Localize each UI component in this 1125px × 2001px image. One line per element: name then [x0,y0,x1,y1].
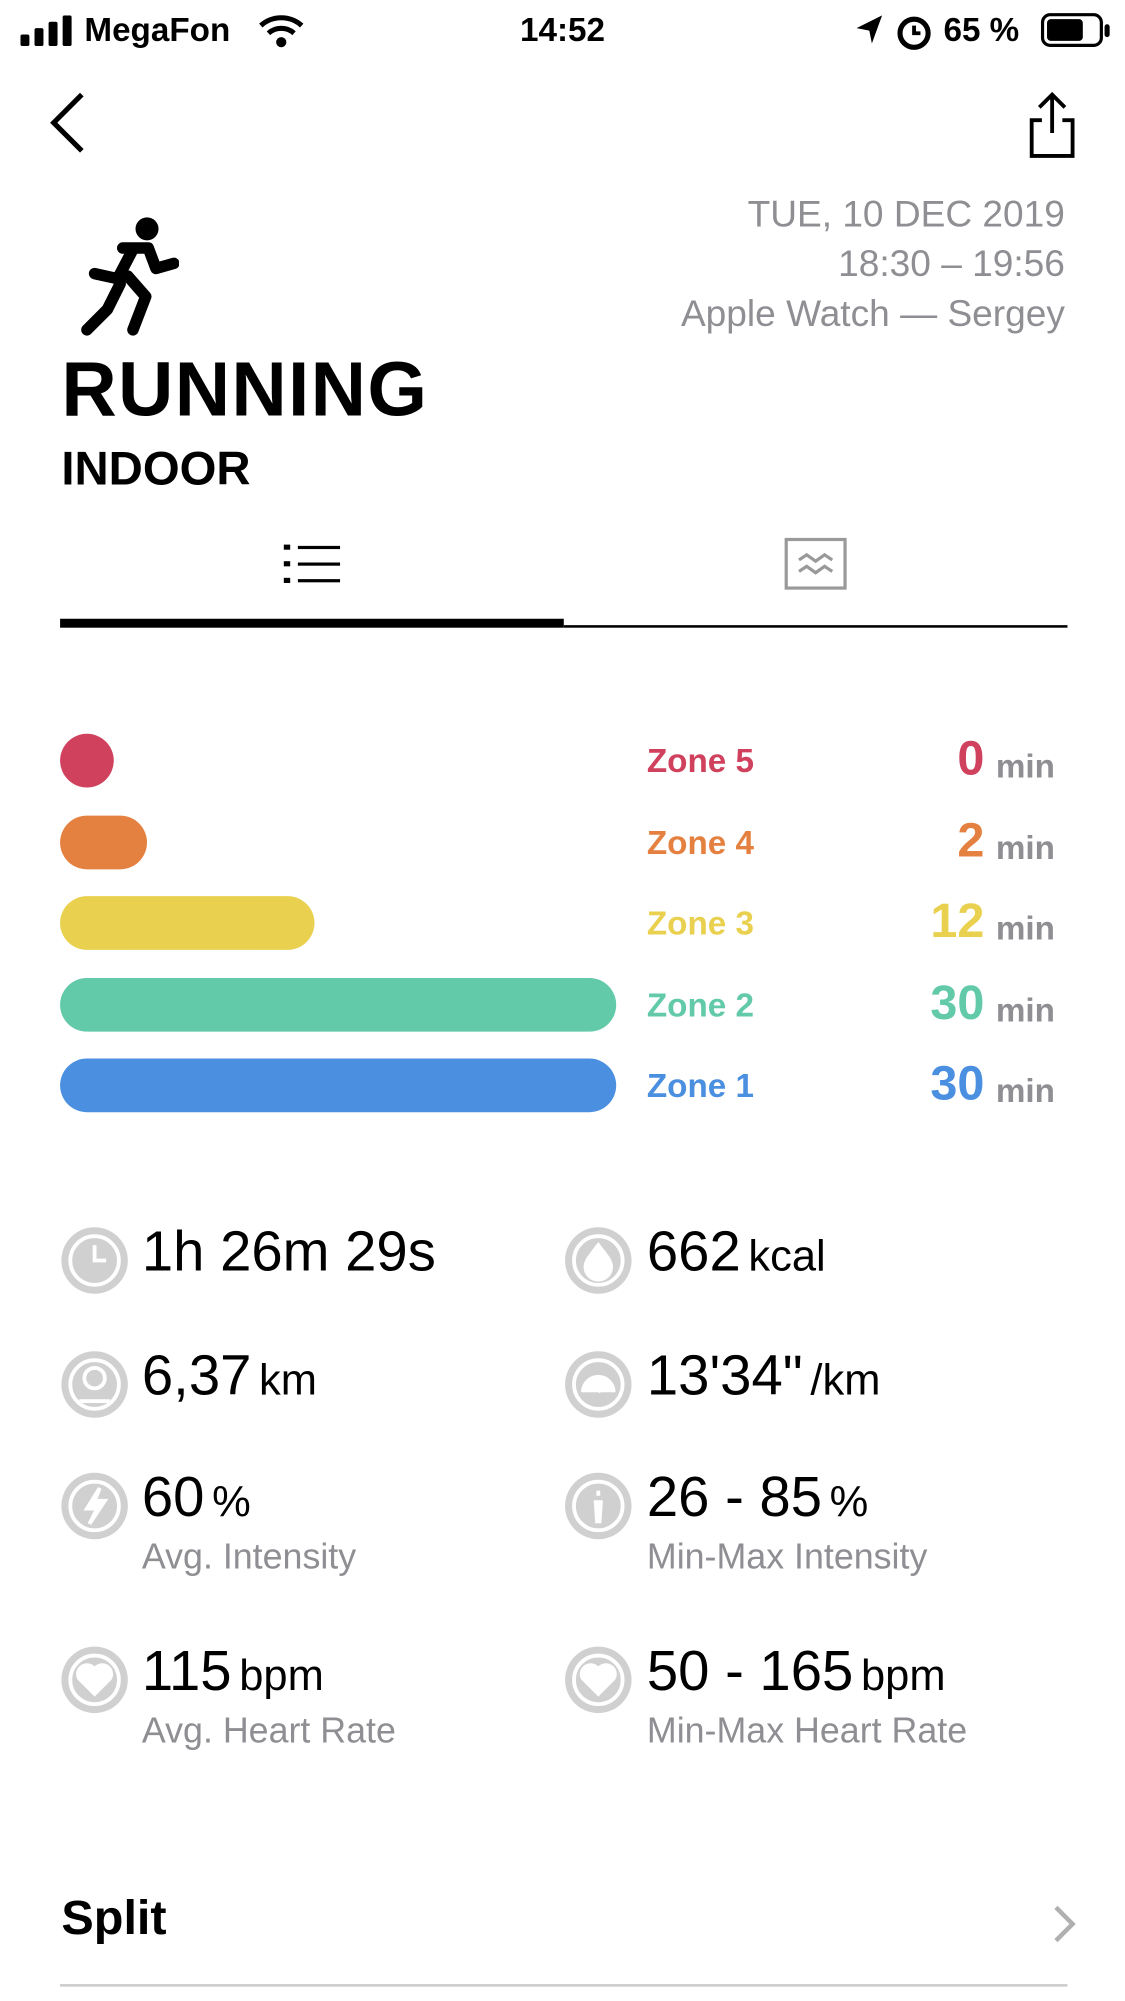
stat-label: Avg. Heart Rate [141,1710,396,1751]
stat-icon [61,1351,128,1418]
running-icon [81,217,179,336]
divider [60,1984,1068,1987]
back-button[interactable] [43,89,94,155]
zone-label: Zone 1 [646,1066,755,1105]
unit: % [212,1477,251,1527]
stat-value: 13'34"/km [647,1345,881,1409]
stat-icon [565,1472,632,1540]
zone-value: 12 [930,894,985,949]
unit: bpm [860,1651,946,1701]
signal-icon [20,15,72,47]
zone-bar [60,815,148,870]
split-row[interactable]: Split [0,1866,1125,1986]
zone-value: 0 [957,732,985,787]
value: 6,37 [141,1344,252,1408]
stat-label: Min-Max Heart Rate [646,1710,968,1751]
stat-value: 1h 26m 29s [142,1221,436,1285]
stat-label: Min-Max Intensity [646,1536,928,1577]
wifi-icon [259,15,304,48]
status-icons [856,15,931,50]
tab-divider [563,625,1068,628]
zone-value: 30 [930,1057,985,1111]
unit: kcal [748,1232,826,1281]
value: 26 - 85 [646,1466,822,1529]
zone-value: 2 [957,814,985,869]
unit: /km [810,1356,881,1405]
share-button[interactable] [1025,89,1079,161]
carrier: MegaFon [84,10,231,49]
active-tab-indicator [60,618,564,628]
stat-icon [565,1227,632,1294]
value: 13'34" [646,1344,803,1408]
unit: % [829,1477,869,1527]
value: 50 - 165 [646,1640,854,1703]
zone-label: Zone 4 [646,823,755,862]
zone-unit: min [995,990,1055,1030]
value: 1h 26m 29s [141,1220,436,1284]
unit: km [259,1356,318,1405]
zone-label: Zone 2 [646,985,755,1025]
stat-icon [61,1646,128,1714]
stat-value: 50 - 165 bpm [647,1640,946,1704]
stat-value: 6,37 km [142,1345,317,1409]
stat-icon [565,1351,632,1418]
zone-value: 30 [930,976,985,1031]
chart-tab[interactable] [784,537,848,591]
list-tab[interactable] [281,542,342,585]
zone-label: Zone 5 [646,741,755,780]
value: 115 [141,1640,232,1703]
zone-bar [60,896,315,950]
chevron [1054,1905,1076,1943]
stat-label: Avg. Intensity [141,1536,357,1577]
zone-bar [60,1058,617,1113]
zone-unit: min [995,828,1055,867]
workout-time: 18:30 – 19:56 [838,244,1065,286]
battery-icon [1040,13,1110,47]
zone-unit: min [995,1071,1055,1110]
stat-icon [61,1227,128,1294]
workout-device: Apple Watch — Sergey [680,294,1065,335]
stat-icon [61,1472,128,1540]
stat-value: 662 kcal [647,1221,826,1285]
stat-value: 60% [142,1466,251,1530]
value: 662 [646,1220,741,1284]
workout-subtitle: INDOOR [61,442,251,495]
stat-value: 26 - 85% [647,1466,868,1530]
zone-bar [60,977,617,1032]
workout-title: RUNNING [61,346,429,433]
zone-label: Zone 3 [646,903,755,943]
zone-unit: min [995,908,1055,948]
workout-date: TUE, 10 DEC 2019 [747,194,1065,236]
battery-text: 65 % [943,10,1020,49]
zone-bar [60,733,114,788]
stat-value: 115 bpm [142,1640,324,1704]
stat-icon [565,1646,632,1714]
clock: 14:52 [519,10,606,49]
zone-unit: min [995,746,1055,785]
section-title: Split [61,1892,167,1946]
value: 60 [141,1466,205,1529]
unit: bpm [239,1651,324,1701]
